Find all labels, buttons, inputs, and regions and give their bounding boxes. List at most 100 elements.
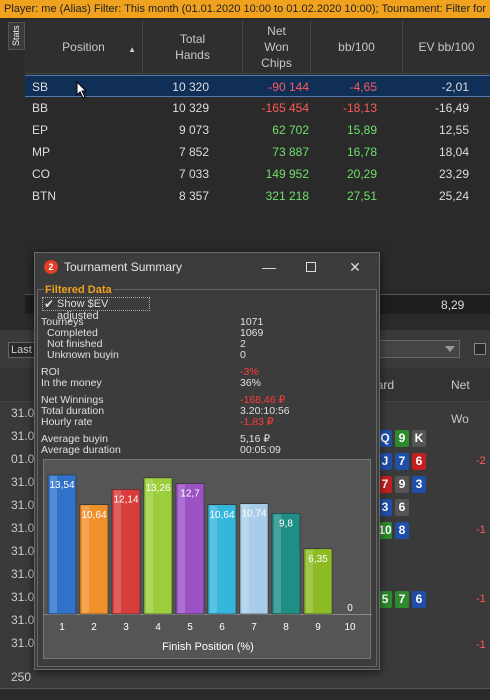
board-card: 5 — [378, 591, 392, 608]
board-card: 9 — [395, 476, 409, 493]
chart-x-tick-label: 8 — [283, 622, 289, 633]
chart-x-tick-label: 9 — [315, 622, 321, 633]
chart-data-label: 10,64 — [81, 510, 106, 521]
summary-stat-value: -3% — [240, 366, 259, 378]
table-row[interactable]: BB 10 329 -165 454 -18,13 -16,49 — [25, 97, 490, 119]
summary-stat-label: Total duration — [41, 405, 105, 417]
board-card: 3 — [378, 499, 392, 516]
chart-bar — [79, 504, 109, 615]
cell-ev-bb100: 23,29 — [438, 167, 469, 181]
window-title: Tournament Summary — [64, 260, 183, 274]
summary-stat-value: 3.20:10:56 — [240, 405, 290, 417]
cell-bb100: -4,65 — [349, 80, 377, 94]
hand-date: 31.0 — [11, 544, 35, 558]
app-logo-icon: 2 — [44, 260, 58, 274]
cell-net-won: 73 887 — [272, 145, 309, 159]
show-ev-adjusted-checkbox[interactable]: ✔ Show $EV adjusted — [42, 297, 150, 322]
cell-total-hands: 10 320 — [172, 80, 209, 94]
chart-svg: 13,54 1 10,64 2 12,14 3 13,26 4 12,7 5 10,64 6 10,74… — [44, 474, 372, 633]
summary-stat-label: Hourly rate — [41, 416, 93, 428]
table-row[interactable]: SB 10 320 -90 144 -4,65 -2,01 — [25, 75, 490, 97]
col-ev-bb100[interactable]: EV bb/100 — [403, 20, 490, 74]
cell-position: BB — [32, 101, 49, 115]
summary-stat-label: Unknown buyin — [47, 349, 119, 361]
show-ev-adjusted-label: Show $EV adjusted — [57, 298, 109, 322]
hand-date: 31.0 — [11, 567, 35, 581]
filtered-data-label: Filtered Data — [44, 284, 113, 296]
stats-tab[interactable]: Stats — [8, 22, 25, 50]
board-card: 9 — [395, 430, 409, 447]
chart-data-label: 12,14 — [113, 494, 138, 505]
board-card: 10 — [378, 522, 392, 539]
board-card: K — [412, 430, 426, 447]
summary-stat-label: Net Winnings — [41, 394, 104, 406]
hand-net-value: -1 — [476, 593, 486, 605]
table-row[interactable]: EP 9 073 62 702 15,89 12,55 — [25, 119, 490, 141]
window-titlebar[interactable]: 2 Tournament Summary — ✕ — [35, 253, 379, 281]
cell-net-won: -90 144 — [268, 80, 309, 94]
chart-bar — [143, 477, 173, 615]
cell-net-won: -165 454 — [261, 101, 309, 115]
cell-bb100: 27,51 — [346, 189, 377, 203]
table-row[interactable]: BTN 8 357 321 218 27,51 25,24 — [25, 185, 490, 207]
hand-date: 01.0 — [11, 452, 35, 466]
chart-bar — [47, 474, 77, 615]
cell-total-hands: 9 073 — [178, 123, 209, 137]
cell-ev-bb100: 18,04 — [438, 145, 469, 159]
board-card: 3 — [412, 476, 426, 493]
filtered-data-group — [37, 289, 377, 667]
hand-date: 31.0 — [11, 475, 35, 489]
chart-bar-highlight — [178, 484, 185, 613]
horizontal-scrollbar[interactable] — [0, 688, 490, 700]
cell-bb100: 15,89 — [346, 123, 377, 137]
filter-dropdown[interactable] — [375, 340, 460, 358]
summary-stat-label: Tourneys — [41, 316, 84, 328]
summary-stat-value: -1,83 ₽ — [240, 416, 274, 428]
close-button[interactable]: ✕ — [349, 259, 361, 275]
summary-stat-value: 0 — [240, 349, 246, 361]
board-card: 7 — [395, 591, 409, 608]
chart-data-label: 10,64 — [209, 510, 234, 521]
chart-bar — [207, 504, 237, 615]
hand-date: 31.0 — [11, 636, 35, 650]
chart-data-label: 12,7 — [180, 489, 200, 500]
chart-x-tick-label: 4 — [155, 622, 161, 633]
summary-stat-value: 5,16 ₽ — [240, 433, 271, 445]
chevron-down-icon — [445, 346, 455, 352]
cell-position: SB — [32, 80, 49, 94]
cell-total-hands: 10 329 — [172, 101, 209, 115]
col-bb100[interactable]: bb/100 — [311, 20, 403, 74]
col-net-won-label-2[interactable]: Net Wo — [451, 378, 470, 426]
cell-bb100: -18,13 — [342, 101, 377, 115]
panel-checkbox[interactable] — [474, 343, 486, 355]
board-card: 6 — [412, 453, 426, 470]
hand-count: 250 — [11, 670, 32, 684]
hand-date: 31.0 — [11, 498, 35, 512]
table-row[interactable]: CO 7 033 149 952 20,29 23,29 — [25, 163, 490, 185]
chart-bar — [111, 489, 141, 615]
maximize-icon — [306, 262, 316, 272]
cell-position: CO — [32, 167, 50, 181]
col-position[interactable]: Position ▲ — [25, 20, 143, 74]
checkmark-icon: ✔ — [44, 297, 55, 311]
mouse-cursor-icon — [76, 81, 88, 99]
board-card: Q — [378, 430, 392, 447]
chart-data-label: 13,26 — [145, 483, 170, 494]
table-row[interactable]: MP 7 852 73 887 16,78 18,04 — [25, 141, 490, 163]
cell-ev-bb100: -2,01 — [441, 80, 469, 94]
col-total-hands[interactable]: Total Hands — [143, 20, 243, 74]
board-card: J — [378, 453, 392, 470]
summary-stat-label: Average buyin — [41, 433, 108, 445]
sort-ascending-icon: ▲ — [128, 45, 136, 54]
chart-bar — [239, 503, 269, 615]
last-dropdown[interactable]: Last — [8, 342, 36, 358]
tournament-summary-window: 2 Tournament Summary — ✕ Filtered Data ✔… — [34, 252, 380, 670]
hand-date: 31.0 — [11, 590, 35, 604]
board-card: 7 — [378, 476, 392, 493]
summary-stat-label: In the money — [41, 377, 102, 389]
minimize-button[interactable]: — — [262, 259, 276, 275]
maximize-button[interactable] — [301, 258, 321, 276]
filter-bar: Player: me (Alias) Filter: This month (0… — [0, 0, 490, 18]
chart-x-tick-label: 10 — [344, 622, 356, 633]
col-net-won[interactable]: Net Won Chips — [243, 20, 311, 74]
